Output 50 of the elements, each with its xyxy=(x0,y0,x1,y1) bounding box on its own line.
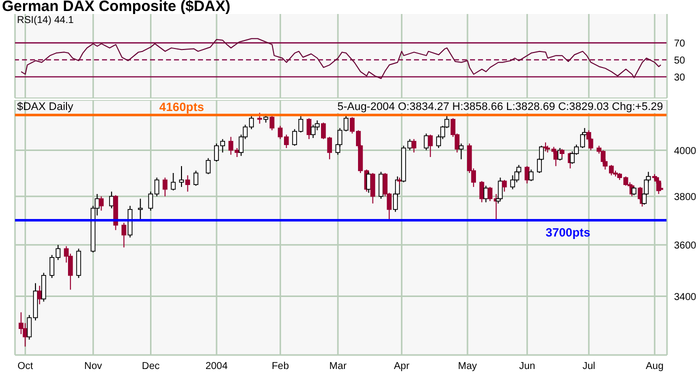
x-tick-label: Jul xyxy=(582,361,596,372)
x-tick-label: Dec xyxy=(142,361,160,372)
candlestick xyxy=(510,174,516,190)
candlestick xyxy=(170,172,176,191)
candlestick xyxy=(206,158,211,175)
candlestick xyxy=(524,166,530,184)
chart-title: German DAX Composite ($DAX) xyxy=(2,0,230,15)
candlestick xyxy=(306,118,312,140)
candlestick xyxy=(185,174,190,192)
y-tick-label: 30 xyxy=(674,72,686,84)
candlestick xyxy=(528,169,534,182)
chart-title: $DAX Daily xyxy=(17,101,74,113)
x-tick-label: Feb xyxy=(272,361,290,372)
candlestick xyxy=(98,196,104,212)
x-tick-label: Jun xyxy=(519,361,536,372)
candlestick xyxy=(458,143,464,160)
x-tick-label: Mar xyxy=(329,361,348,372)
candlestick xyxy=(138,198,143,221)
x-tick-label: Nov xyxy=(84,361,102,372)
x-tick-label: May xyxy=(458,361,477,372)
x-tick-label: 2004 xyxy=(205,361,228,372)
candlestick xyxy=(193,170,198,186)
y-tick-label: 3800 xyxy=(674,192,697,203)
candlestick xyxy=(270,116,274,131)
y-tick-label: 70 xyxy=(674,38,686,50)
candlestick xyxy=(370,172,376,204)
ref-line-label: 4160pts xyxy=(159,100,204,114)
y-tick-label: 3400 xyxy=(674,292,697,303)
x-tick-label: Oct xyxy=(18,361,34,372)
candlestick xyxy=(109,191,114,209)
candlestick xyxy=(310,124,316,138)
candlestick xyxy=(502,179,507,192)
y-tick-label: 4000 xyxy=(674,146,697,157)
y-tick-label: 50 xyxy=(674,55,686,66)
candlestick xyxy=(498,177,503,200)
candlestick xyxy=(41,272,46,302)
x-tick-label: Aug xyxy=(646,361,664,372)
x-tick-label: Apr xyxy=(394,361,410,372)
candlestick xyxy=(179,166,184,188)
chart-subtitle: RSI(14) 44.1 xyxy=(17,15,74,26)
y-tick-label: 3600 xyxy=(674,240,697,252)
candlestick xyxy=(412,138,416,153)
candlestick xyxy=(122,222,126,248)
annotation: 5-Aug-2004 O:3834.27 H:3858.66 L:3828.69 C:3829.03 Chg:+5.29 xyxy=(335,101,665,113)
line-series xyxy=(20,38,662,79)
candlestick xyxy=(162,177,168,197)
candlestick xyxy=(37,285,42,305)
candlestick xyxy=(428,134,433,158)
ref-line-label: 3700pts xyxy=(546,225,591,240)
candlestick xyxy=(488,186,492,202)
